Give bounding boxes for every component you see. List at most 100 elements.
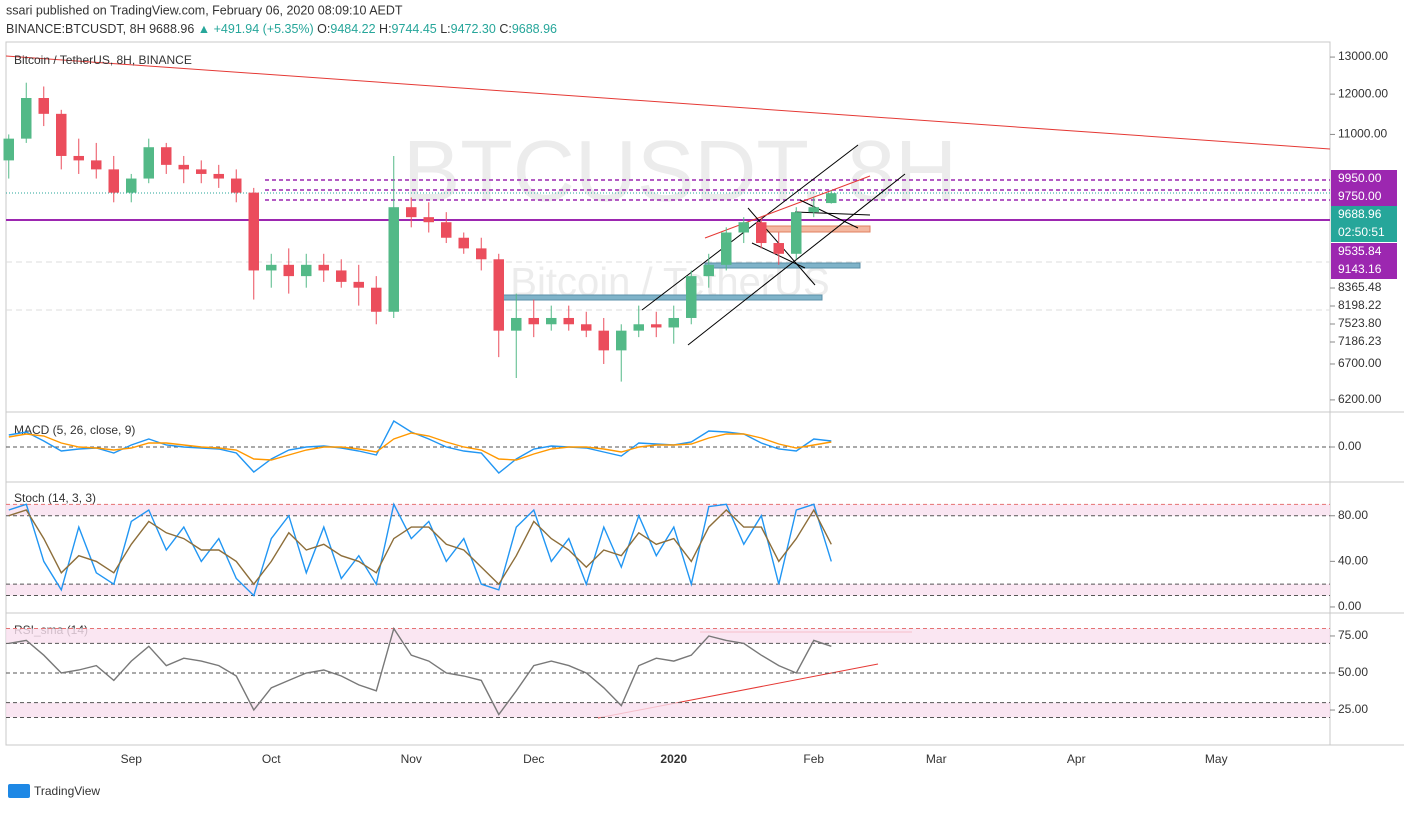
candle-body	[213, 173, 224, 179]
candle-body	[791, 212, 802, 254]
candle-body	[406, 207, 417, 218]
candle-body	[161, 147, 172, 165]
candle-body	[441, 222, 452, 238]
candle-body	[511, 317, 522, 331]
y-tick-label: 6700.00	[1338, 356, 1382, 370]
candle-body	[108, 169, 119, 193]
candle-body	[808, 207, 819, 213]
price-label: 9535.84	[1338, 244, 1382, 258]
brand: TradingView	[34, 784, 100, 798]
y-tick-label: 75.00	[1338, 628, 1368, 642]
trend-line	[704, 175, 871, 239]
price-badge	[1331, 224, 1397, 242]
candle-body	[686, 276, 697, 318]
ohlc-key: O:	[317, 22, 330, 36]
candle-body	[633, 324, 644, 331]
x-tick-label: May	[1205, 752, 1228, 766]
candle-body	[458, 237, 469, 249]
candle-body	[476, 248, 487, 260]
candle-body	[371, 287, 382, 312]
price-badge	[1331, 188, 1397, 206]
candle-body	[581, 324, 592, 331]
y-tick-label: 12000.00	[1338, 86, 1388, 100]
level-band	[6, 504, 1330, 516]
level-band	[6, 584, 1330, 596]
price-badge	[1331, 261, 1397, 279]
candle-body	[143, 147, 154, 179]
candle-body	[388, 207, 399, 312]
candle-body	[528, 317, 539, 325]
candle-body	[3, 138, 14, 161]
candle-body	[651, 324, 662, 328]
candle-body	[721, 232, 732, 265]
indicator-line	[8, 508, 832, 586]
candle-body	[318, 264, 329, 271]
candle-body	[563, 317, 574, 325]
candle-body	[21, 98, 32, 139]
candle-body	[283, 264, 294, 277]
candle-body	[738, 222, 749, 233]
candle-body	[231, 178, 242, 193]
ohlc-key: H:	[379, 22, 392, 36]
candle-body	[248, 192, 259, 271]
candle-body	[668, 317, 679, 328]
candle-body	[616, 330, 627, 351]
logo	[8, 784, 30, 798]
y-tick-label: 50.00	[1338, 665, 1368, 679]
x-tick-label: Dec	[523, 752, 544, 766]
y-tick-label: 11000.00	[1338, 127, 1387, 141]
change: ▲ +491.94 (+5.35%)	[198, 22, 314, 36]
published-line: ssari published on TradingView.com, Febr…	[6, 3, 403, 17]
candle-body	[196, 169, 207, 174]
y-tick-label: 13000.00	[1338, 49, 1388, 63]
price-label: 02:50:51	[1338, 225, 1385, 239]
y-tick-label: 6200.00	[1338, 392, 1382, 406]
ohlc-value: 9744.45	[392, 22, 437, 36]
candle-body	[773, 243, 784, 254]
x-tick-label: Feb	[803, 752, 824, 766]
x-tick-label: 2020	[660, 752, 687, 766]
x-tick-label: Apr	[1067, 752, 1086, 766]
price-label: 9750.00	[1338, 189, 1382, 203]
symbol-line: BINANCE:BTCUSDT, 8H 9688.96 ▲ +491.94 (+…	[6, 22, 557, 36]
x-tick-label: Nov	[401, 752, 422, 766]
wedge-line	[799, 199, 859, 229]
y-tick-label: 0.00	[1338, 599, 1362, 613]
candle-body	[336, 270, 347, 282]
indicator-line	[8, 420, 832, 474]
y-tick-label: 80.00	[1338, 508, 1368, 522]
price-label: 9143.16	[1338, 262, 1382, 276]
candle-body	[56, 113, 67, 156]
ohlc-value: 9688.96	[512, 22, 557, 36]
wedge-line	[794, 211, 871, 216]
symbol: BINANCE:BTCUSDT, 8H	[6, 22, 146, 36]
candle-body	[493, 259, 504, 331]
x-tick-label: Mar	[926, 752, 947, 766]
candle-body	[703, 264, 714, 277]
price-label: 8365.48	[1338, 280, 1382, 294]
candle-body	[546, 317, 557, 325]
price-badge	[1331, 206, 1397, 224]
pane-borders	[5, 41, 1404, 746]
candle-body	[38, 98, 49, 114]
level-band	[6, 702, 1330, 718]
candle-body	[266, 264, 277, 271]
price-label: 7523.80	[1338, 316, 1382, 330]
price-badge	[1331, 170, 1397, 188]
trend-line	[5, 55, 1331, 150]
ohlc-key: C:	[499, 22, 512, 36]
price-label: 9688.96	[1338, 207, 1382, 221]
indicator-line	[8, 502, 832, 597]
price-label: 9950.00	[1338, 171, 1382, 185]
candle-body	[353, 281, 364, 288]
price-label: 8198.22	[1338, 298, 1382, 312]
pane-title: Bitcoin / TetherUS, 8H, BINANCE	[14, 53, 192, 67]
x-tick-label: Oct	[262, 752, 281, 766]
candle-body	[423, 217, 434, 223]
channel-line	[687, 173, 906, 346]
candle-body	[178, 164, 189, 170]
x-tick-label: Sep	[121, 752, 143, 766]
candle-body	[126, 178, 137, 193]
